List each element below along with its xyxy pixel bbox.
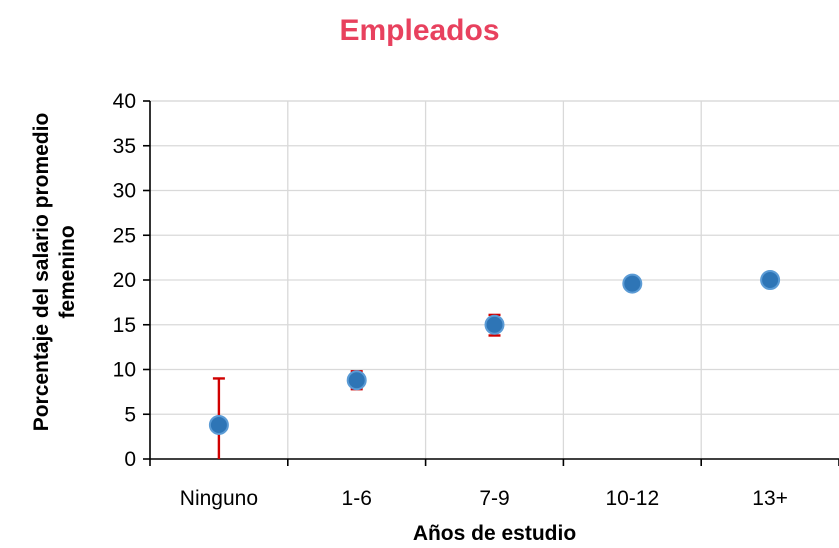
x-tick-label: 1-6 [342,487,372,510]
y-tick-label: 0 [124,448,136,471]
x-tick-label: 13+ [752,487,788,510]
chart-title: Empleados [339,14,500,47]
x-tick-label: Ninguno [180,487,258,510]
data-point [622,273,643,294]
x-tick-label: 7-9 [479,487,509,510]
y-tick-label: 30 [113,180,136,203]
y-tick-label: 35 [113,135,136,158]
data-point [760,270,781,290]
y-tick-label: 20 [113,269,136,292]
data-point [484,314,505,335]
x-axis-label: Años de estudio [412,522,577,545]
data-point [208,414,229,435]
data-point [346,370,367,391]
y-tick-label: 10 [113,359,136,382]
x-tick-label: 10-12 [605,487,659,510]
y-tick-label: 25 [113,224,136,247]
y-tick-label: 5 [124,403,136,426]
y-tick-label: 40 [113,90,136,113]
y-tick-label: 15 [113,314,136,337]
